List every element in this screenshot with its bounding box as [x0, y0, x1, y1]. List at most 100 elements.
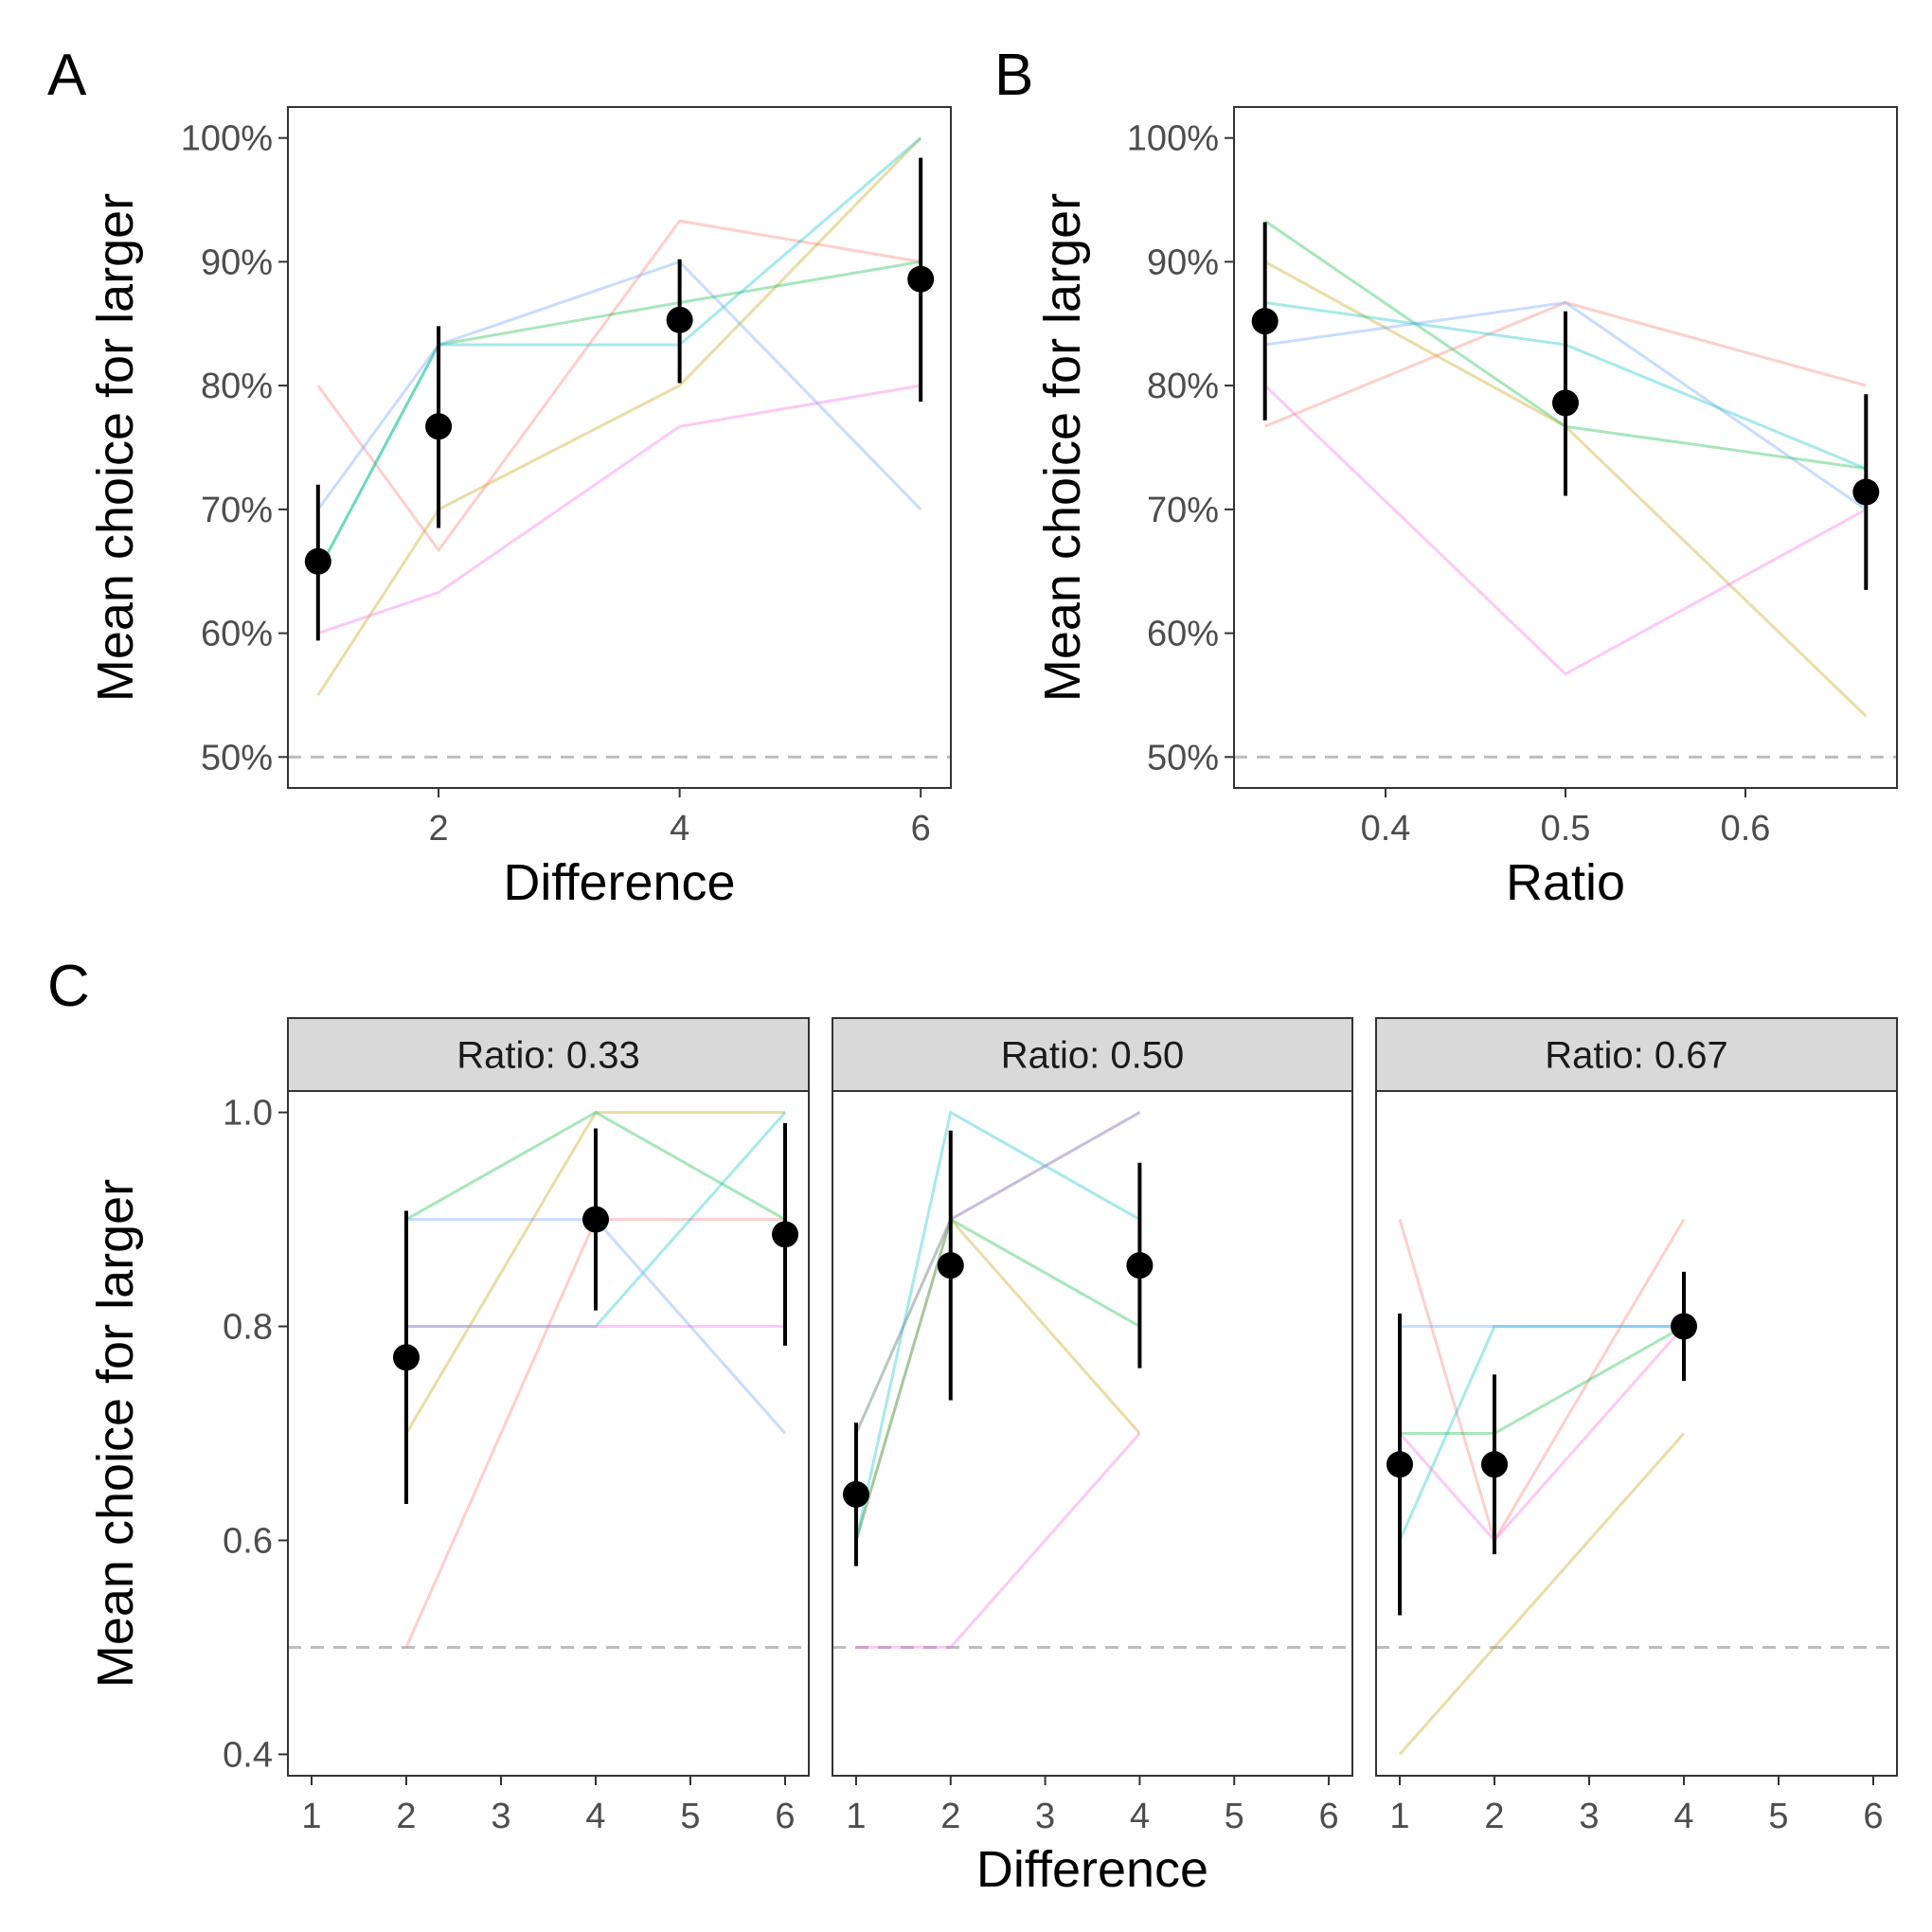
x-tick-label: 5: [1768, 1797, 1788, 1836]
x-tick-label: 2: [429, 809, 449, 849]
x-tick-label: 2: [396, 1797, 416, 1836]
x-tick-label: 3: [1035, 1797, 1055, 1836]
x-tick-label: 4: [1673, 1797, 1693, 1836]
x-tick-label: 6: [775, 1797, 795, 1836]
group-means: [842, 1130, 1154, 1566]
y-tick-label: 0.8: [223, 1308, 273, 1348]
mean-point: [425, 413, 453, 440]
mean-point: [937, 1252, 964, 1279]
x-tick-label: 2: [1484, 1797, 1504, 1836]
mean-point: [1386, 1451, 1413, 1478]
subject-line-3: [1400, 1325, 1685, 1435]
subject-line-4: [854, 1110, 1141, 1541]
x-tick-label: 4: [670, 809, 689, 849]
y-tick-label: 50%: [1147, 738, 1219, 778]
mean-point: [304, 547, 331, 575]
subject-line-5: [316, 259, 922, 510]
y-axis-title: Mean choice for larger: [87, 1179, 144, 1688]
x-tick-label: 3: [491, 1797, 510, 1836]
mean-point: [907, 265, 935, 293]
x-tick-label: 5: [680, 1797, 700, 1836]
facet-strip-label: Ratio: 0.33: [456, 1035, 639, 1077]
facet-1: Ratio: 0.33 1 2 3 4 5 6 0.4 0.6 0.8 1.0: [223, 1017, 810, 1836]
plot-frame: [287, 106, 952, 789]
x-tick-label: 0.5: [1541, 809, 1591, 849]
x-tick-label: 3: [1579, 1797, 1599, 1836]
facet-strip: [832, 1017, 1353, 1092]
x-tick-label: 5: [1225, 1797, 1244, 1836]
subject-lines: [854, 1110, 1141, 1649]
x-tick-label: 1: [301, 1797, 321, 1836]
panel-letter: A: [47, 43, 87, 108]
subject-line-3: [316, 259, 921, 572]
y-tick-label: 100%: [1127, 119, 1219, 159]
subject-line-2: [404, 1111, 785, 1435]
y-tick-label: 90%: [201, 242, 273, 282]
plot-frame: [1375, 1090, 1898, 1777]
mean-point: [1126, 1252, 1154, 1279]
y-tick-label: 70%: [201, 491, 273, 530]
mean-point: [1552, 389, 1579, 417]
y-axis-title: Mean choice for larger: [87, 193, 144, 702]
mean-point: [842, 1480, 869, 1508]
x-tick-label: 1: [846, 1797, 866, 1836]
group-means: [1251, 222, 1880, 590]
subject-line-1: [854, 1111, 1141, 1541]
x-tick-label: 6: [911, 809, 931, 849]
x-tick-label: 0.4: [1361, 809, 1411, 849]
y-tick-label: 80%: [201, 367, 273, 406]
facet-2: Ratio: 0.50 1 2 3 4 5 6: [832, 1017, 1353, 1836]
panel-b: B 50% 60% 70% 80% 90% 100% 0.4 0.5 0.6 Ratio Mean c…: [994, 43, 1898, 911]
mean-point: [1481, 1451, 1508, 1478]
subject-line-4: [1398, 1325, 1684, 1542]
plot-frame: [832, 1090, 1353, 1777]
mean-point: [1251, 308, 1279, 335]
group-means: [393, 1122, 798, 1505]
mean-point: [666, 306, 693, 333]
subject-line-2: [316, 136, 922, 696]
facet-strip-label: Ratio: 0.67: [1545, 1035, 1727, 1077]
facet-strip: [1375, 1017, 1898, 1092]
mean-point: [772, 1221, 798, 1248]
y-axis-title: Mean choice for larger: [1034, 193, 1091, 702]
y-tick-label: 50%: [201, 738, 273, 778]
y-tick-label: 70%: [1147, 491, 1219, 530]
group-means: [1386, 1271, 1697, 1616]
x-tick-label: 2: [940, 1797, 960, 1836]
subject-line-1: [1398, 1218, 1686, 1545]
facet-strip-label: Ratio: 0.50: [1001, 1035, 1184, 1077]
subject-line-6: [856, 1432, 1141, 1649]
subject-line-1: [316, 219, 921, 553]
mean-point: [582, 1206, 609, 1233]
group-means: [304, 157, 935, 641]
facet-3: Ratio: 0.67 1 2 3 4 5 6: [1375, 1017, 1898, 1836]
subject-line-5: [1264, 300, 1868, 511]
subject-line-3: [405, 1110, 786, 1221]
subject-line-4: [316, 136, 922, 572]
x-axis-title: Difference: [976, 1841, 1208, 1898]
subject-lines: [316, 136, 922, 696]
x-tick-label: 1: [1389, 1797, 1409, 1836]
mean-point: [1671, 1313, 1697, 1340]
subject-lines: [1398, 1218, 1686, 1756]
x-axis-title: Ratio: [1506, 854, 1625, 911]
subject-line-4: [406, 1111, 787, 1328]
y-tick-label: 0.6: [223, 1521, 273, 1561]
y-tick-label: 90%: [1147, 242, 1219, 282]
x-tick-label: 0.6: [1721, 809, 1771, 849]
x-tick-label: 4: [585, 1797, 605, 1836]
y-tick-label: 0.4: [223, 1735, 273, 1775]
x-tick-label: 6: [1318, 1797, 1338, 1836]
y-tick-label: 1.0: [223, 1094, 273, 1134]
panel-c: C Ratio: 0.33 1 2 3 4 5 6 0.4 0.6 0.8 1.0 Ratio: 0.5…: [47, 954, 1898, 1898]
x-tick-label: 4: [1130, 1797, 1150, 1836]
y-tick-label: 80%: [1147, 367, 1219, 406]
subject-line-1: [1264, 300, 1867, 428]
subject-line-6: [317, 384, 921, 635]
y-tick-label: 60%: [201, 615, 273, 654]
plot-frame: [287, 1090, 810, 1777]
subject-line-2: [854, 1216, 1141, 1435]
panel-letter: C: [47, 954, 90, 1019]
facet-strip: [287, 1017, 810, 1092]
